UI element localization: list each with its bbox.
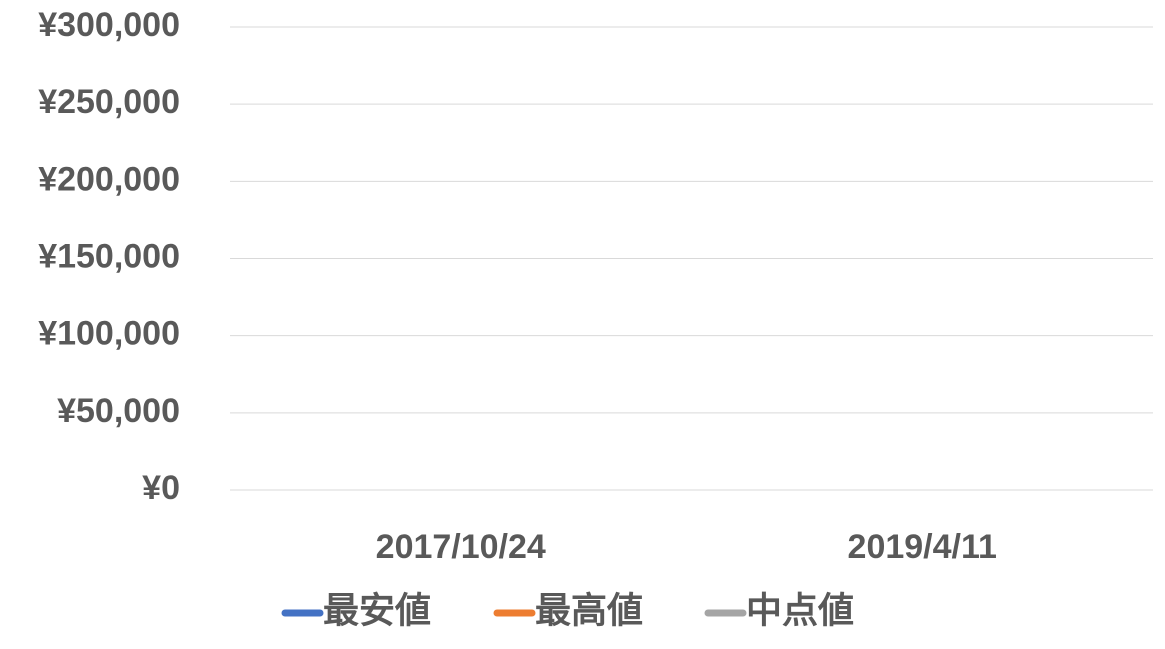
x-tick-label: 2017/10/24: [376, 528, 546, 566]
y-tick-label: ¥300,000: [38, 6, 180, 44]
legend-label: 中点値: [746, 590, 854, 631]
y-tick-label: ¥100,000: [38, 315, 180, 353]
legend-label: 最高値: [535, 590, 643, 631]
y-tick-label: ¥250,000: [38, 83, 180, 121]
y-tick-label: ¥200,000: [38, 160, 180, 198]
y-tick-label: ¥150,000: [38, 237, 180, 275]
x-tick-label: 2019/4/11: [848, 528, 997, 566]
y-tick-label: ¥0: [142, 469, 180, 507]
legend-label: 最安値: [323, 590, 431, 631]
y-tick-label: ¥50,000: [57, 392, 180, 430]
